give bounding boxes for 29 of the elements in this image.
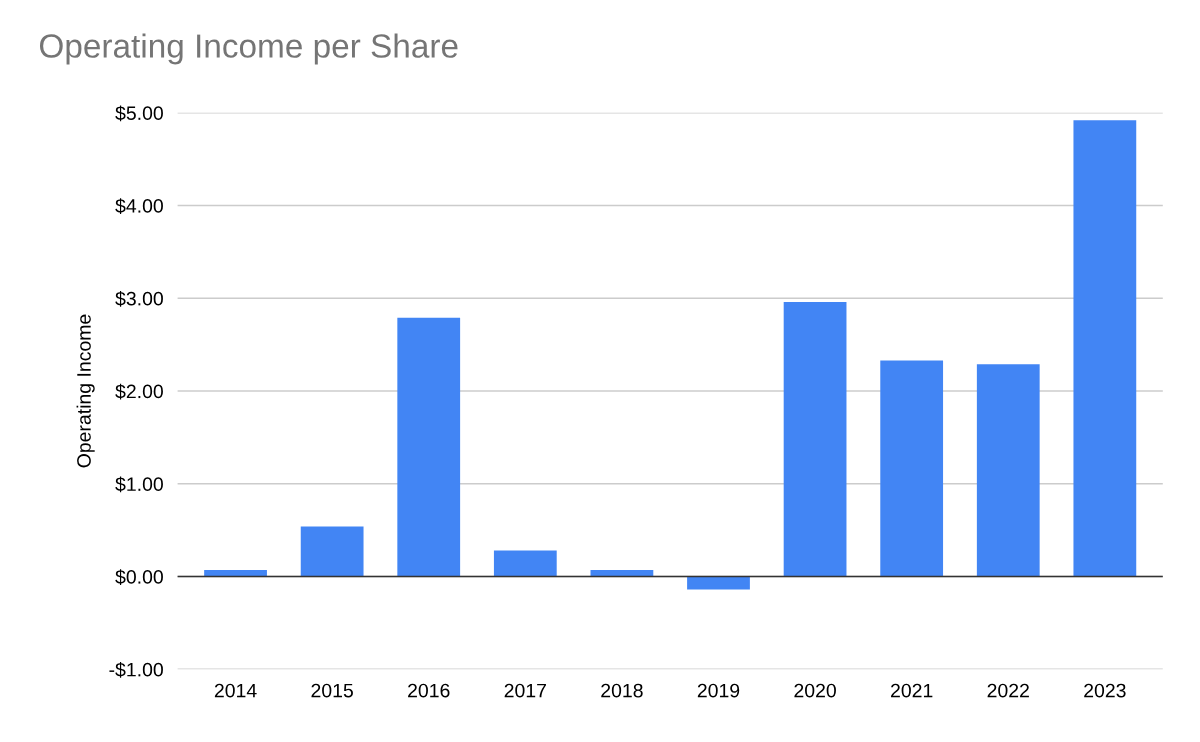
x-tick-label: 2022	[987, 683, 1029, 698]
bar	[397, 317, 461, 577]
x-tick-label: 2018	[601, 683, 643, 698]
x-tick-label: 2017	[504, 683, 546, 698]
bar	[493, 550, 557, 577]
x-tick-label: 2020	[794, 683, 836, 698]
x-tick-label: 2015	[311, 683, 353, 698]
bar	[783, 301, 847, 577]
x-tick-label: 2021	[891, 683, 933, 698]
bar	[687, 576, 750, 590]
bar	[204, 570, 267, 577]
bar	[300, 526, 364, 577]
y-tick-label: $2.00	[115, 383, 163, 400]
y-tick-label: $5.00	[115, 105, 163, 122]
x-tick-label: 2016	[408, 683, 450, 698]
y-tick-label: $3.00	[115, 290, 163, 307]
y-tick-label: $1.00	[115, 476, 163, 493]
x-tick-label: 2014	[214, 683, 257, 698]
y-tick-label: $0.00	[115, 569, 163, 585]
bar	[1073, 120, 1137, 577]
bar	[976, 364, 1040, 577]
bar	[590, 570, 654, 577]
bar	[880, 360, 944, 577]
y-tick-label: -$1.00	[109, 661, 163, 678]
x-tick-label: 2023	[1084, 683, 1126, 698]
x-tick-label: 2019	[697, 683, 740, 698]
y-axis-title: Operating Income	[76, 314, 95, 468]
y-tick-label: $4.00	[115, 198, 163, 214]
chart-title: Operating Income per Share	[39, 33, 458, 65]
